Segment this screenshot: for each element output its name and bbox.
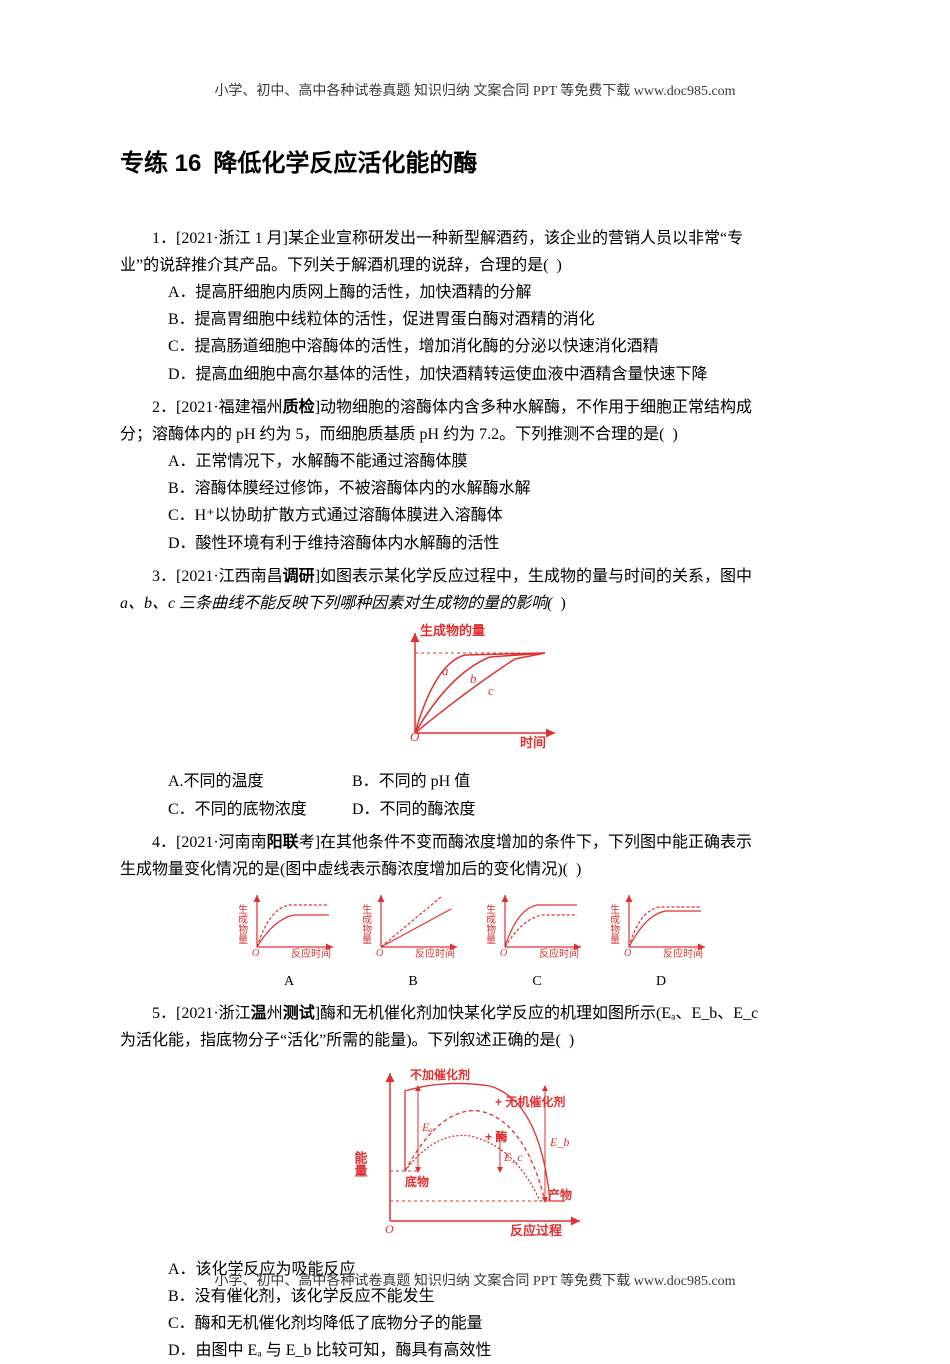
svg-text:反应时间: 反应时间: [539, 947, 579, 959]
svg-text:O: O: [500, 948, 507, 959]
blank-bracket: ): [556, 257, 566, 274]
q5-stem-line1: 5．[2021·浙江温州测试]酶和无机催化剂加快某化学反应的机理如图所示(Eₐ、…: [120, 1000, 830, 1027]
title-text: 降低化学反应活化能的酶: [213, 150, 477, 177]
lesson-title: 专练 16 降低化学反应活化能的酶: [120, 144, 830, 185]
q1-stem-line2: 业”的说辞推介其产品。下列关于解酒机理的说辞，合理的是(): [120, 252, 830, 279]
svg-text:反应时间: 反应时间: [663, 947, 703, 959]
svg-text:生成物的量: 生成物的量: [420, 623, 485, 638]
svg-text:生成物量: 生成物量: [487, 903, 496, 944]
q3-stem-line2: a、b、c 三条曲线不能反映下列哪种因素对生成物的量的影响(): [120, 590, 830, 617]
q1-option-d: D．提高血细胞中高尔基体的活性，加快酒精转运使血液中酒精含量快速下降: [120, 361, 830, 388]
q3-options-row1: A.不同的温度 B．不同的 pH 值: [120, 768, 830, 795]
svg-text:b: b: [470, 671, 477, 686]
q3-options-row2: C．不同的底物浓度 D．不同的酶浓度: [120, 796, 830, 823]
q5-option-c: C．酶和无机催化剂均降低了底物分子的能量: [120, 1310, 830, 1337]
q2-option-a: A．正常情况下，水解酶不能通过溶酶体膜: [120, 448, 830, 475]
q2-option-c: C．H⁺以协助扩散方式通过溶酶体膜进入溶酶体: [120, 502, 830, 529]
q2-option-b: B．溶酶体膜经过修饰，不被溶酶体内的水解酶水解: [120, 475, 830, 502]
q2-stem-line2: 分；溶酶体内的 pH 约为 5，而细胞质基质 pH 约为 7.2。下列推测不合理…: [120, 421, 830, 448]
q4-fig-d: 生成物量 O 反应时间 D: [611, 889, 711, 994]
q4-fig-b: 生成物量 O 反应时间 B: [363, 889, 463, 994]
q4-fig-a: 生成物量 O 反应时间 A: [239, 889, 339, 994]
svg-text:反应时间: 反应时间: [291, 947, 331, 959]
svg-text:能量: 能量: [353, 1150, 368, 1178]
svg-text:反应时间: 反应时间: [415, 947, 455, 959]
svg-text:O: O: [376, 948, 383, 959]
svg-text:c: c: [488, 683, 494, 698]
page-footer: 小学、初中、高中各种试卷真题 知识归纳 文案合同 PPT 等免费下载 www.d…: [0, 1270, 950, 1294]
svg-text:底物: 底物: [405, 1174, 429, 1189]
svg-text:不加催化剂: 不加催化剂: [410, 1067, 470, 1082]
page-header: 小学、初中、高中各种试卷真题 知识归纳 文案合同 PPT 等免费下载 www.d…: [120, 80, 830, 104]
svg-text:O: O: [252, 948, 259, 959]
svg-text:生成物量: 生成物量: [363, 903, 372, 944]
q1-option-b: B．提高胃细胞中线粒体的活性，促进胃蛋白酶对酒精的消化: [120, 306, 830, 333]
q4-stem-line2: 生成物量变化情况的是(图中虚线表示酶浓度增加后的变化情况)(): [120, 856, 830, 883]
svg-text:O: O: [385, 1222, 394, 1236]
svg-text:Eₐ: Eₐ: [421, 1120, 433, 1134]
svg-text:E_c: E_c: [503, 1150, 523, 1164]
title-number: 专练 16: [120, 150, 201, 177]
q1-option-c: C．提高肠道细胞中溶酶体的活性，增加消化酶的分泌以快速消化酒精: [120, 333, 830, 360]
svg-text:时间: 时间: [520, 735, 546, 750]
svg-text:产物: 产物: [548, 1187, 572, 1202]
q2-stem-line1: 2．[2021·福建福州质检]动物细胞的溶酶体内含多种水解酶，不作用于细胞正常结…: [120, 394, 830, 421]
q1-stem-text: 业”的说辞推介其产品。下列关于解酒机理的说辞，合理的是(: [120, 257, 548, 274]
q4-stem-line1: 4．[2021·河南南阳联考]在其他条件不变而酶浓度增加的条件下，下列图中能正确…: [120, 829, 830, 856]
svg-text:O: O: [624, 948, 631, 959]
svg-text:E_b: E_b: [549, 1135, 569, 1149]
svg-text:+ 无机催化剂: + 无机催化剂: [495, 1094, 565, 1109]
q5-figure: 能量 O 反应过程 不加催化剂 + 无机催化剂 + 酶 底物 产物 Eₐ E_b…: [120, 1061, 830, 1250]
svg-text:生成物量: 生成物量: [239, 903, 248, 944]
q3-figure: O 生成物的量 时间 a b c: [120, 623, 830, 762]
svg-text:生成物量: 生成物量: [611, 903, 620, 944]
q1-option-a: A．提高肝细胞内质网上酶的活性，加快酒精的分解: [120, 279, 830, 306]
q3-stem-line1: 3．[2021·江西南昌调研]如图表示某化学反应过程中，生成物的量与时间的关系，…: [120, 563, 830, 590]
q2-option-d: D．酸性环境有利于维持溶酶体内水解酶的活性: [120, 530, 830, 557]
q5-stem-line2: 为活化能，指底物分子“活化”所需的能量)。下列叙述正确的是(): [120, 1027, 830, 1054]
svg-text:a: a: [442, 663, 449, 678]
q1-stem-line1: 1．[2021·浙江 1 月]某企业宣称研发出一种新型解酒药，该企业的营销人员以…: [120, 225, 830, 252]
svg-text:+ 酶: + 酶: [485, 1129, 507, 1144]
q4-figure-row: 生成物量 O 反应时间 A 生成物量 O 反应时间 B 生成物量 O 反应时间: [120, 889, 830, 994]
svg-text:反应过程: 反应过程: [510, 1223, 562, 1238]
q4-fig-c: 生成物量 O 反应时间 C: [487, 889, 587, 994]
q5-option-d: D．由图中 Eₐ 与 E_b 比较可知，酶具有高效性: [120, 1337, 830, 1364]
